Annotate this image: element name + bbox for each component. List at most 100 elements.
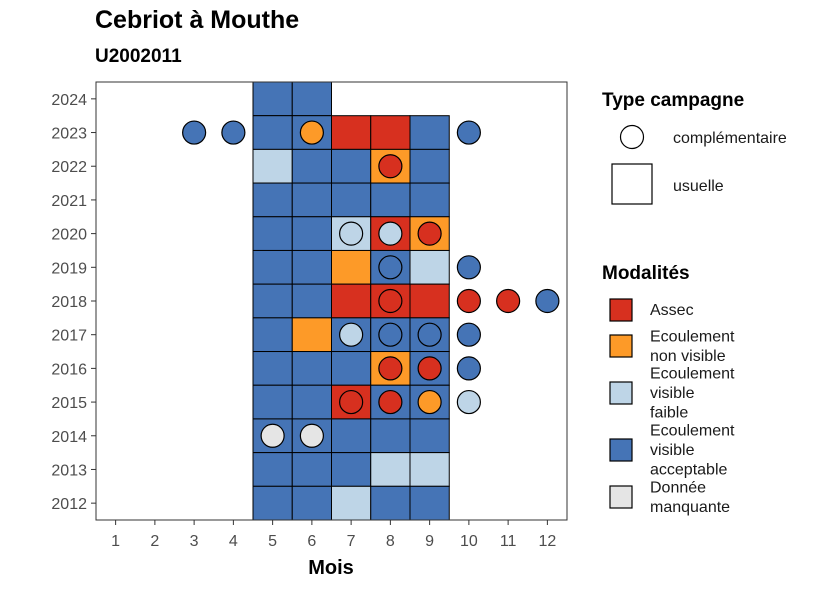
y-tick-label: 2021 (51, 193, 87, 210)
tile-2024-5 (252, 81, 293, 117)
point-2014-6 (299, 423, 324, 448)
x-tick-label: 5 (268, 533, 277, 550)
point-2022-8 (378, 154, 403, 179)
legend: Type campagne complémentaire usuelle Modali… (602, 90, 787, 516)
point-2017-10 (456, 322, 481, 347)
legend-key-circle (619, 124, 645, 150)
legend-type-label-usuelle: usuelle (673, 178, 724, 195)
tile-2016-6 (291, 351, 332, 386)
tile-2023-8 (370, 115, 411, 150)
x-tick-label: 7 (347, 533, 356, 550)
tile-2023-9 (409, 115, 450, 150)
tile-2014-9 (409, 418, 450, 454)
tile-2013-5 (252, 452, 293, 487)
tile-2023-5 (252, 115, 293, 150)
point-2016-9 (417, 356, 442, 381)
point-2023-6 (299, 120, 324, 145)
point-2019-10 (456, 255, 481, 280)
tile-2021-8 (370, 182, 411, 218)
tile-2022-9 (409, 148, 450, 184)
legend-label-assec: Assec (650, 302, 694, 319)
tile-2016-5 (252, 351, 293, 386)
legend-label-donnee-manquante: Donnée manquante (650, 479, 730, 516)
x-tick-label: 8 (386, 533, 395, 550)
point-2020-9 (417, 221, 442, 246)
tile-2012-9 (409, 485, 450, 521)
tile-2019-7 (331, 249, 372, 285)
chart-subtitle: U2002011 (95, 46, 182, 67)
legend-key-ecoulement-visible-faible (609, 381, 633, 405)
y-tick-label: 2020 (51, 227, 87, 244)
point-2016-8 (378, 356, 403, 381)
legend-key-square (611, 163, 653, 205)
x-tick-label: 4 (229, 533, 238, 550)
point-2017-9 (417, 322, 442, 347)
point-2023-10 (456, 120, 481, 145)
point-2018-12 (535, 288, 560, 314)
tile-2021-9 (409, 182, 450, 218)
complementaire-points (182, 120, 560, 448)
tile-2012-7 (331, 485, 372, 521)
usuelle-tiles (252, 81, 450, 521)
tile-2012-6 (291, 485, 332, 521)
tile-2013-8 (370, 452, 411, 487)
axes: 1 2 3 4 5 6 7 8 9 10 11 122012201320142015201620172… (51, 81, 568, 550)
point-2020-7 (339, 221, 364, 246)
y-tick-label: 2014 (51, 429, 87, 446)
point-2023-4 (221, 120, 246, 145)
tile-2016-7 (331, 351, 372, 386)
tile-2021-5 (252, 182, 293, 218)
x-tick-label: 2 (150, 533, 159, 550)
legend-modalites-title: Modalités (602, 263, 690, 284)
x-tick-label: 10 (460, 533, 478, 550)
point-2014-5 (260, 423, 285, 448)
point-2016-10 (456, 356, 481, 381)
tile-2021-7 (331, 182, 372, 218)
y-tick-label: 2012 (51, 496, 87, 513)
x-tick-label: 12 (538, 533, 556, 550)
tile-2022-7 (331, 148, 372, 184)
x-tick-label: 9 (425, 533, 434, 550)
point-2018-10 (456, 288, 481, 314)
tile-2018-6 (291, 283, 332, 319)
tile-2024-6 (291, 81, 332, 117)
tile-2018-7 (331, 283, 372, 319)
tile-2020-5 (252, 216, 293, 251)
tile-2013-7 (331, 452, 372, 487)
y-tick-label: 2017 (51, 328, 87, 345)
legend-label-ecoulement-visible-faible: Ecoulement visible faible (650, 366, 735, 422)
x-axis-title: Mois (308, 557, 354, 579)
legend-key-assec (609, 298, 633, 322)
point-2015-8 (378, 389, 403, 415)
y-tick-label: 2024 (51, 92, 87, 109)
legend-key-donnee-manquante (609, 485, 633, 509)
x-tick-label: 6 (307, 533, 316, 550)
tile-2017-6 (291, 317, 332, 353)
tile-2022-5 (252, 148, 293, 184)
y-tick-label: 2022 (51, 159, 87, 176)
legend-type-title: Type campagne (602, 90, 744, 111)
tile-2012-5 (252, 485, 293, 521)
tile-2014-8 (370, 418, 411, 454)
tile-2013-9 (409, 452, 450, 487)
point-2020-8 (378, 221, 403, 246)
tile-2017-5 (252, 317, 293, 353)
y-tick-label: 2013 (51, 462, 87, 479)
x-tick-label: 11 (500, 533, 517, 550)
legend-key-ecoulement-visible-acceptable (609, 438, 633, 462)
point-2023-3 (182, 120, 207, 145)
y-tick-label: 2023 (51, 126, 87, 143)
x-tick-label: 3 (190, 533, 199, 550)
tile-2019-5 (252, 249, 293, 285)
point-2019-8 (378, 255, 403, 280)
y-tick-label: 2016 (51, 361, 87, 378)
tile-2015-6 (291, 384, 332, 420)
x-tick-label: 1 (111, 533, 120, 550)
y-tick-label: 2015 (51, 395, 87, 412)
legend-label-ecoulement-visible-acceptable: Ecoulement visible acceptable (650, 423, 735, 479)
tile-2022-6 (291, 148, 332, 184)
point-2015-7 (339, 389, 364, 415)
point-2018-11 (496, 288, 521, 314)
point-2017-8 (378, 322, 403, 347)
